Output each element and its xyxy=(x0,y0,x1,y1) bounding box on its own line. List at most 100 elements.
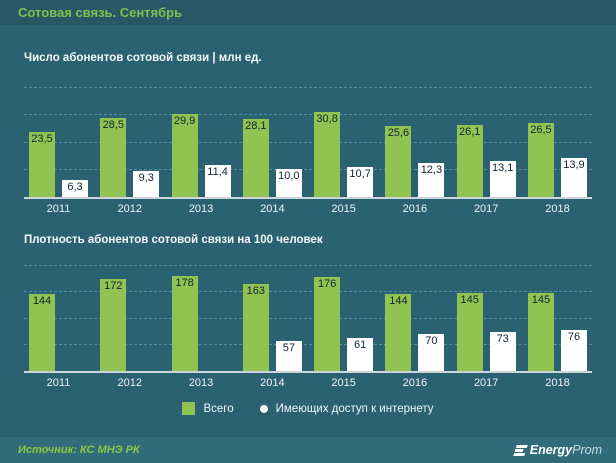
gridline xyxy=(24,343,592,345)
bar-total: 25,6 xyxy=(385,125,412,197)
bar-total: 26,1 xyxy=(456,124,483,197)
header-bar: Сотовая связь. Сентябрь xyxy=(0,0,616,25)
bar-value-label: 9,3 xyxy=(138,172,154,185)
bar-value-label: 13,1 xyxy=(491,161,514,174)
bar-internet: 10,7 xyxy=(347,167,374,197)
white-circle-swatch-icon xyxy=(259,404,268,413)
legend-label-internet: Имеющих доступ к интернету xyxy=(275,402,434,415)
bar-internet: 9,3 xyxy=(133,171,160,197)
bar-value-label: 145 xyxy=(531,294,551,307)
bar-chart-subscribers: 23,5 6,3 28,5 9,3 29,9 11,4 28,1 10,0 30,8 10,7 25… xyxy=(24,72,592,199)
bar-value-label: 176 xyxy=(317,277,337,290)
bar-value-label: 12,3 xyxy=(420,163,443,176)
bar-total: 163 xyxy=(242,283,269,371)
x-tick-label: 2011 xyxy=(46,377,71,389)
bar-group: 28,5 9,3 xyxy=(100,117,160,197)
x-tick-label: 2014 xyxy=(260,203,285,215)
bar-group: 178 xyxy=(171,275,231,371)
bar-value-label: 29,9 xyxy=(173,115,196,128)
grid-layer xyxy=(24,265,592,373)
bar-group: 26,1 13,1 xyxy=(456,124,516,197)
gridline xyxy=(24,87,592,88)
bar-value-label: 178 xyxy=(175,276,194,289)
bar-value-label: 28,5 xyxy=(102,118,124,131)
x-tick-label: 2015 xyxy=(331,203,356,215)
bar-value-label: 26,1 xyxy=(458,125,481,138)
bar-total: 144 xyxy=(385,293,412,371)
bar-value-label: 26,5 xyxy=(530,124,552,137)
x-tick-label: 2017 xyxy=(473,377,499,389)
green-square-swatch-icon xyxy=(182,402,196,415)
legend-label-total: Всего xyxy=(203,402,234,415)
bar-internet: 61 xyxy=(347,338,374,371)
bar-internet: 6,3 xyxy=(62,179,88,197)
chart-legend: Всего Имеющих доступ к интернету xyxy=(24,402,592,415)
energyprom-icon xyxy=(512,444,528,456)
x-tick-label: 2018 xyxy=(545,203,570,215)
bar-total: 28,1 xyxy=(242,119,269,197)
bar-value-label: 13,9 xyxy=(563,159,585,172)
bar-group: 163 57 xyxy=(242,283,302,371)
bar-internet: 73 xyxy=(489,331,516,371)
bar-group: 30,8 10,7 xyxy=(314,111,374,197)
footer-bar: Источник: КС МНЭ РК EnergyProm xyxy=(0,437,616,463)
source-label: Источник: КС МНЭ РК xyxy=(18,444,140,456)
bar-value-label: 10,7 xyxy=(349,168,371,181)
x-tick-label: 2013 xyxy=(188,377,214,389)
bar-value-label: 172 xyxy=(104,279,123,292)
bar-value-label: 57 xyxy=(282,341,295,354)
bar-total: 178 xyxy=(171,275,198,371)
chart-title-subscribers: Число абонентов сотовой связи | млн ед. xyxy=(24,52,262,64)
bar-group: 144 70 xyxy=(385,293,445,371)
bar-total: 145 xyxy=(527,293,554,371)
bar-group: 145 73 xyxy=(456,293,516,371)
bar-internet: 13,1 xyxy=(489,160,516,197)
bar-total: 144 xyxy=(29,293,55,371)
bar-total: 28,5 xyxy=(100,117,127,197)
chart-title-density: Плотность абонентов сотовой связи на 100… xyxy=(24,234,323,246)
bar-group: 23,5 6,3 xyxy=(29,131,88,197)
x-tick-label: 2011 xyxy=(46,203,71,215)
bar-internet: 11,4 xyxy=(204,165,231,197)
bar-group: 172 xyxy=(100,278,159,371)
bar-value-label: 76 xyxy=(567,331,581,344)
bar-total: 176 xyxy=(314,276,341,371)
content-area: Число абонентов сотовой связи | млн ед. … xyxy=(0,52,616,415)
gridline xyxy=(24,291,592,293)
legend-item-internet: Имеющих доступ к интернету xyxy=(259,402,434,415)
bar-value-label: 28,1 xyxy=(245,120,267,133)
bars-row: 23,5 6,3 28,5 9,3 29,9 11,4 28,1 10,0 30,8 10,7 25… xyxy=(24,72,592,197)
bar-value-label: 30,8 xyxy=(316,112,338,125)
gridline xyxy=(24,265,592,266)
x-tick-label: 2012 xyxy=(117,377,143,389)
bar-group: 144 xyxy=(29,293,88,371)
bar-value-label: 144 xyxy=(32,294,52,307)
bar-value-label: 163 xyxy=(246,284,266,297)
bars-row: 144 172 178 163 57 176 61 144 70 145 73 145 76 xyxy=(24,254,592,371)
bar-group: 29,9 11,4 xyxy=(171,114,231,197)
bar-value-label: 10,0 xyxy=(278,170,300,183)
bar-value-label: 61 xyxy=(354,339,367,352)
bar-value-label: 6,3 xyxy=(67,180,83,193)
bar-internet: 70 xyxy=(418,333,445,371)
x-tick-label: 2017 xyxy=(473,203,499,215)
bar-internet: 57 xyxy=(275,340,302,371)
bar-internet: 12,3 xyxy=(418,162,445,197)
gridline xyxy=(24,317,592,319)
bar-group: 26,5 13,9 xyxy=(527,123,587,197)
bar-value-label: 11,4 xyxy=(207,166,228,179)
bar-total: 145 xyxy=(456,293,483,371)
bar-value-label: 70 xyxy=(425,334,438,347)
energyprom-wordmark: EnergyProm xyxy=(529,443,602,457)
bar-total: 23,5 xyxy=(29,131,55,197)
bar-total: 30,8 xyxy=(314,111,341,197)
bar-group: 145 76 xyxy=(527,293,587,371)
bar-value-label: 25,6 xyxy=(387,126,410,139)
bar-internet: 76 xyxy=(560,330,587,371)
bar-group: 25,6 12,3 xyxy=(385,125,445,197)
bar-value-label: 144 xyxy=(389,294,408,307)
page-title: Сотовая связь. Сентябрь xyxy=(18,5,183,20)
x-tick-label: 2012 xyxy=(117,203,143,215)
gridline xyxy=(24,114,592,116)
